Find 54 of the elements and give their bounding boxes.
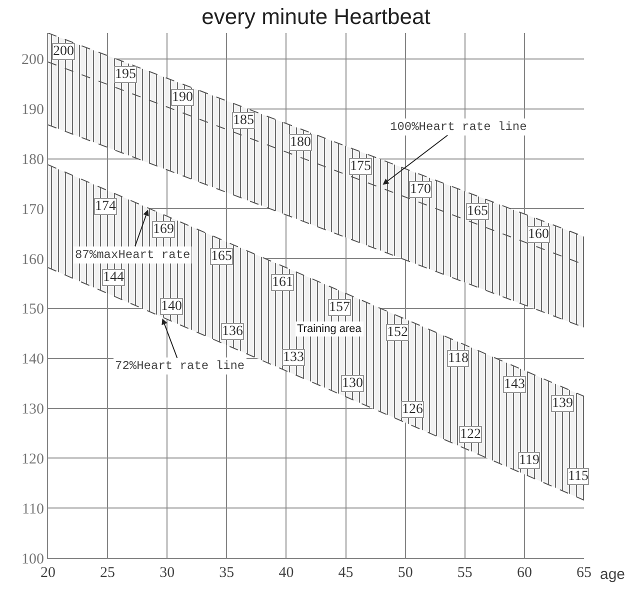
x-tick-label: 60 [516,565,532,581]
y-tick-label: 200 [22,52,44,68]
chart-title: every minute Heartbeat [202,4,430,30]
annotation: 161 [272,275,293,290]
y-tick-label: 100 [22,551,44,568]
x-tick-label: 30 [160,565,175,581]
annotation: 118 [448,351,468,366]
y-tick-label: 170 [22,202,44,218]
y-tick-label: 160 [22,252,44,268]
y-tick-label: 180 [22,152,44,168]
annotation: 175 [350,159,371,174]
x-tick-label: 40 [278,565,294,581]
annotation: 119 [519,453,540,468]
annotation: 133 [283,350,304,365]
annotation: 152 [387,325,408,340]
y-tick-label: 130 [22,402,44,418]
annotation: 136 [222,324,243,339]
annotation: 157 [329,300,350,315]
annotation: 160 [528,227,549,242]
x-tick-label: 50 [398,565,413,581]
x-tick-label: 20 [40,565,56,581]
annotation: 87%maxHeart rate [75,248,190,262]
annotation: 185 [233,113,254,128]
x-axis-title: age [600,566,626,583]
annotation: 180 [290,135,311,150]
annotation: 195 [115,67,136,82]
annotation: 165 [211,249,232,264]
x-tick-label: 25 [100,565,116,581]
annotation: 115 [568,469,588,484]
annotation: 169 [153,222,174,237]
annotation: 140 [161,299,182,314]
annotation: 139 [552,396,573,411]
annotation: 100%Heart rate line [390,120,527,134]
annotation: 130 [342,376,363,391]
annotation: 126 [402,402,423,417]
annotation: Training area [297,323,362,335]
annotation: 190 [172,90,193,105]
x-tick-label: 35 [219,565,234,581]
annotation: 170 [410,182,431,197]
annotation: 143 [504,377,525,392]
annotation: 122 [460,427,481,442]
annotation: 72%Heart rate line [115,359,245,373]
annotation: 165 [467,204,488,219]
annotation: 144 [103,270,124,285]
y-tick-label: 120 [22,451,44,468]
x-tick-label: 65 [576,565,592,581]
y-tick-label: 150 [22,302,44,318]
y-tick-label: 190 [22,102,44,118]
x-tick-label: 45 [338,565,354,581]
annotation: 174 [95,199,116,214]
x-tick-label: 55 [457,565,472,581]
y-tick-label: 140 [22,352,44,368]
y-tick-label: 110 [22,501,44,518]
annotation: 200 [53,44,74,59]
